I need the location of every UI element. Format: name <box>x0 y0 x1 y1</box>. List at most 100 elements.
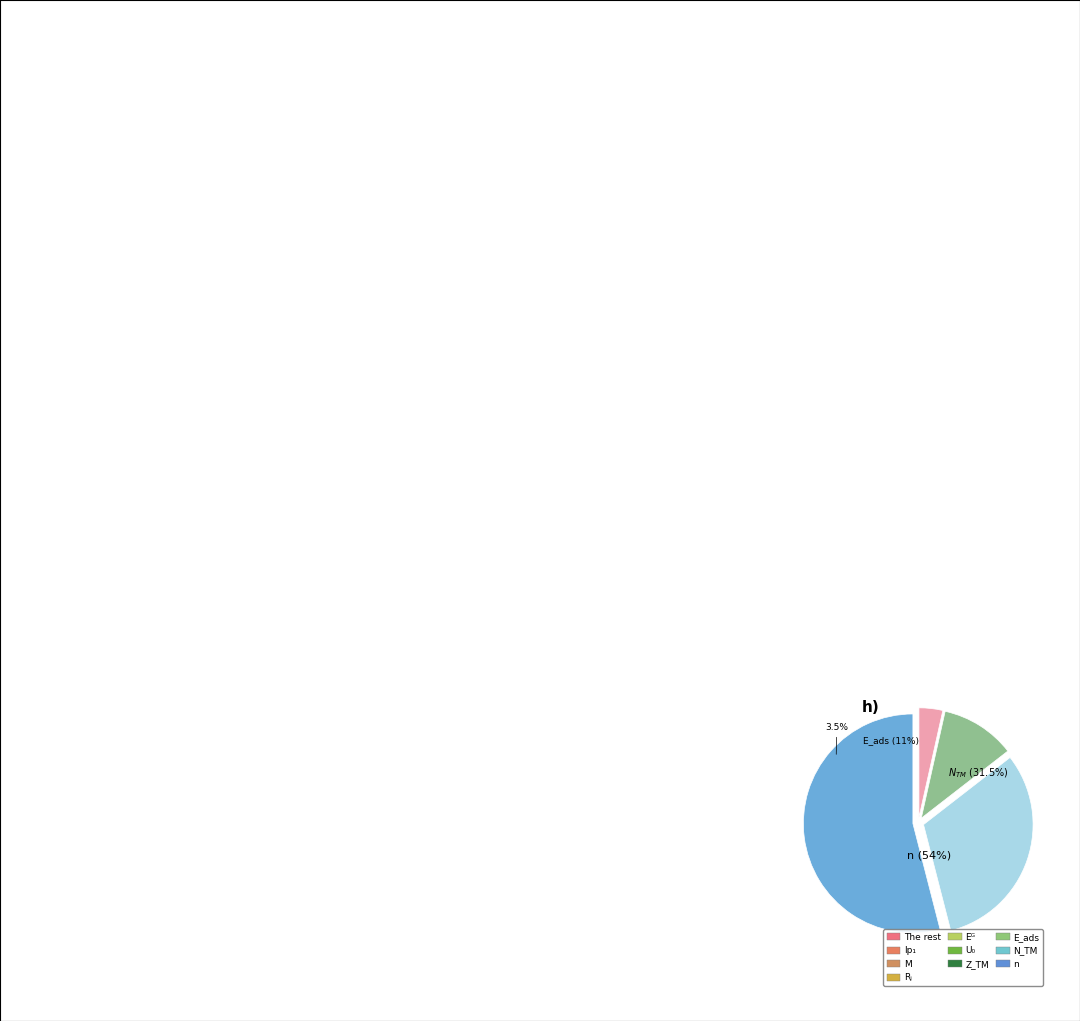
Train Set <box>134 872 151 888</box>
Train Set <box>130 532 147 548</box>
Test Set <box>448 909 465 925</box>
Train Set <box>556 470 573 486</box>
Test Set <box>139 866 157 882</box>
Train Set <box>472 546 489 563</box>
Text: n (54%): n (54%) <box>907 850 951 861</box>
Train Set <box>156 508 173 525</box>
Train Set <box>181 829 199 845</box>
Train Set <box>207 806 225 822</box>
FancyBboxPatch shape <box>397 217 423 245</box>
FancyBboxPatch shape <box>341 147 367 175</box>
Train Set <box>473 886 490 903</box>
Train Set <box>109 893 126 910</box>
Train Set <box>446 573 463 589</box>
Train Set <box>117 543 134 560</box>
Train Set <box>475 543 492 560</box>
Train Set <box>496 524 513 540</box>
Train Set <box>148 859 165 875</box>
FancyBboxPatch shape <box>312 45 339 72</box>
FancyBboxPatch shape <box>426 217 451 245</box>
Bar <box>910 42 950 263</box>
Text: $\Rightarrow$E₁₀: $\Rightarrow$E₁₀ <box>500 225 531 237</box>
Test Set <box>200 811 217 827</box>
Train Set <box>947 443 964 459</box>
Y-axis label: R² Score: R² Score <box>613 124 623 171</box>
Train Set <box>455 561 472 577</box>
Legend: Train Set, Test Set: Train Set, Test Set <box>81 374 153 406</box>
Train Set <box>852 522 869 538</box>
Train Set <box>858 517 875 533</box>
FancyBboxPatch shape <box>312 96 339 124</box>
Train Set <box>490 872 508 888</box>
Train Set <box>839 533 856 549</box>
Train Set <box>976 421 994 437</box>
Train Set <box>451 564 469 580</box>
Train Set <box>494 868 511 884</box>
Train Set <box>166 498 184 515</box>
Text: $\Rightarrow$E₂: $\Rightarrow$E₂ <box>500 104 527 115</box>
Train Set <box>461 556 478 573</box>
FancyBboxPatch shape <box>284 147 311 175</box>
Text: 3rd iteration: 3rd iteration <box>87 156 162 166</box>
Train Set <box>93 909 110 925</box>
Train Set <box>480 539 497 555</box>
Text: $\Rightarrow$E₁: $\Rightarrow$E₁ <box>500 53 527 64</box>
Text: e): e) <box>732 361 750 377</box>
Train Set <box>483 536 500 552</box>
Train Set <box>178 832 195 848</box>
Text: f): f) <box>18 699 32 715</box>
Test Set <box>134 871 151 887</box>
Train Set <box>104 555 121 572</box>
Legend: Train Set, Test Set: Train Set, Test Set <box>437 374 510 406</box>
Test Set <box>166 477 184 493</box>
Train Set <box>535 832 552 848</box>
Train Set <box>159 505 176 522</box>
Test Set <box>137 867 154 883</box>
Train Set <box>542 825 559 841</box>
Train Set <box>244 443 261 459</box>
Train Set <box>501 520 518 536</box>
Train Set <box>553 473 570 489</box>
Text: R² = 0.98
RMSE = 0.12: R² = 0.98 RMSE = 0.12 <box>89 827 156 849</box>
Train Set <box>449 568 467 584</box>
Train Set <box>820 551 837 568</box>
Test Set <box>556 468 573 484</box>
Train Set <box>869 506 887 523</box>
Y-axis label: $G_n^{\mathrm{ML}}$ (eV): $G_n^{\mathrm{ML}}$ (eV) <box>374 460 393 509</box>
Train Set <box>159 848 176 865</box>
Train Set <box>467 893 484 910</box>
Test Set <box>891 474 908 490</box>
Legend: Train Set, Test Set: Train Set, Test Set <box>794 374 867 406</box>
FancyBboxPatch shape <box>172 45 199 72</box>
Test Set <box>461 896 478 913</box>
Train Set <box>122 882 139 898</box>
Test Set <box>928 456 945 473</box>
Train Set <box>200 469 217 485</box>
Train Set <box>667 374 685 390</box>
Train Set <box>113 546 131 563</box>
Test Set <box>571 797 589 814</box>
Train Set <box>135 527 152 543</box>
Test Set <box>255 424 272 440</box>
Train Set <box>244 772 261 788</box>
Train Set <box>215 798 232 815</box>
Train Set <box>109 550 126 567</box>
FancyBboxPatch shape <box>312 147 339 175</box>
Train Set <box>921 460 939 477</box>
Train Set <box>812 558 829 575</box>
Train Set <box>178 488 195 504</box>
Train Set <box>104 898 121 915</box>
FancyBboxPatch shape <box>200 96 227 124</box>
Train Set <box>486 533 503 549</box>
Train Set <box>222 792 240 809</box>
Train Set <box>516 848 534 865</box>
FancyBboxPatch shape <box>369 147 395 175</box>
Text: E_ads (11%): E_ads (11%) <box>863 736 919 745</box>
Train Set <box>93 567 110 583</box>
Train Set <box>135 870 152 886</box>
X-axis label: $G_n^{\mathrm{DFT}}$ (eV): $G_n^{\mathrm{DFT}}$ (eV) <box>178 627 231 646</box>
Text: g): g) <box>376 699 393 715</box>
Train Set <box>311 374 328 390</box>
Test Set <box>189 470 206 486</box>
FancyBboxPatch shape <box>228 45 255 72</box>
